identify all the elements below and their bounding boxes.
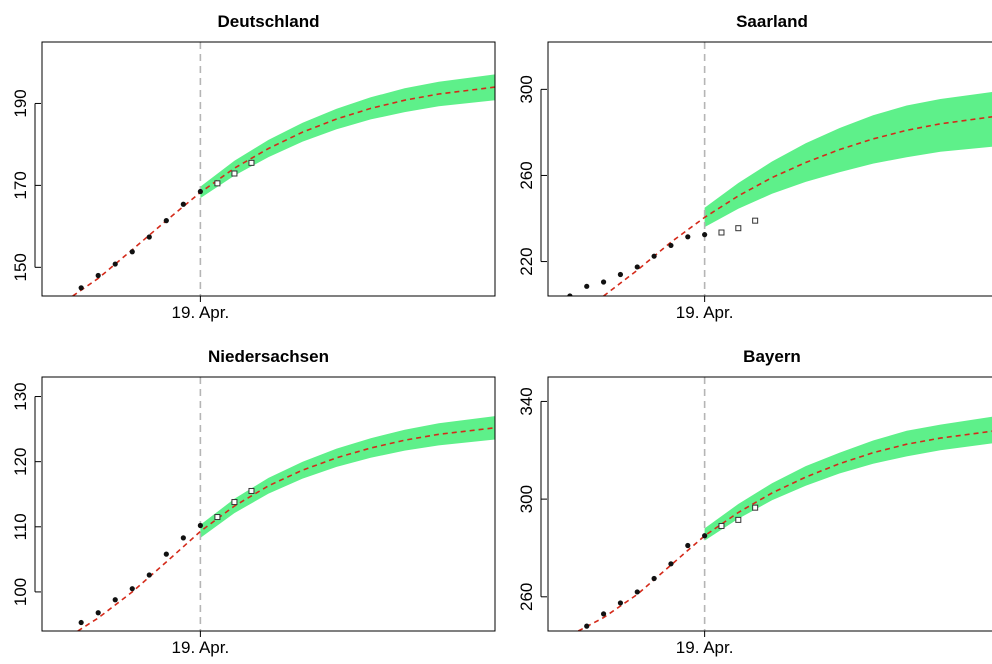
predicted-point	[214, 514, 221, 521]
panel-title: Deutschland	[217, 12, 319, 31]
observed-point	[668, 242, 674, 249]
y-tick-label: 190	[11, 89, 30, 117]
observed-point	[180, 201, 186, 207]
y-tick-label: 110	[11, 513, 30, 540]
observed-point	[651, 575, 657, 582]
prediction-band	[200, 416, 495, 538]
observed-point	[685, 234, 691, 240]
y-tick-label: 120	[11, 447, 30, 475]
observed-point	[600, 279, 607, 285]
y-tick-label: 300	[517, 485, 536, 513]
plot-frame	[547, 376, 992, 632]
observed-point	[702, 533, 708, 539]
observed-point	[600, 611, 607, 617]
predicted-point	[231, 499, 238, 506]
x-tick-label: 19. Apr.	[676, 638, 734, 657]
fit-curve	[72, 86, 495, 296]
panel-title: Saarland	[736, 12, 808, 31]
fit-curve	[77, 427, 495, 631]
observed-point	[584, 283, 590, 289]
predicted-point	[214, 180, 221, 187]
x-tick-label: 19. Apr.	[172, 303, 230, 322]
observed-point	[617, 600, 624, 606]
panel-bayern: Bayern 260 300 340 19. Apr.	[517, 347, 992, 657]
predicted-point	[718, 522, 725, 529]
panel-deutschland: Deutschland 150 170 190 19. Apr.	[11, 12, 496, 322]
predicted-point	[752, 217, 759, 224]
predicted-point	[248, 159, 255, 166]
x-tick-label: 19. Apr.	[676, 303, 734, 322]
predicted-point	[231, 170, 238, 177]
panel-title: Bayern	[743, 347, 801, 366]
predicted-point	[752, 504, 759, 511]
prediction-band	[704, 92, 992, 228]
observed-point	[651, 253, 657, 259]
y-tick-label: 100	[11, 578, 30, 606]
observed-point	[668, 561, 674, 567]
y-tick-label: 220	[517, 247, 536, 275]
x-tick-label: 19. Apr.	[172, 638, 230, 657]
fit-curve	[603, 116, 992, 296]
observed-point	[95, 272, 101, 279]
observed-point	[634, 264, 640, 270]
observed-point	[146, 234, 152, 240]
panel-niedersachsen: Niedersachsen 100 110 120 130 19. Apr.	[11, 347, 496, 657]
y-tick-label: 300	[517, 75, 536, 103]
y-tick-label: 260	[517, 161, 536, 189]
plot-area	[77, 377, 495, 631]
predicted-point	[718, 229, 725, 236]
plot-area	[72, 42, 495, 296]
observed-point	[78, 285, 84, 291]
observed-point	[163, 551, 169, 557]
plot-area	[577, 377, 992, 631]
y-tick-label: 340	[517, 387, 536, 415]
y-tick-label: 260	[517, 583, 536, 611]
fit-curve	[577, 430, 992, 631]
y-tick-label: 150	[11, 253, 30, 281]
observed-point	[702, 232, 708, 238]
observed-point	[197, 522, 203, 529]
prediction-band	[200, 74, 495, 199]
observed-point	[163, 218, 169, 224]
observed-point	[685, 542, 691, 549]
observed-point	[95, 610, 101, 616]
predicted-point	[735, 225, 742, 232]
observed-point	[112, 597, 118, 603]
observed-point	[78, 619, 84, 626]
observed-point	[584, 623, 590, 629]
predicted-point	[248, 487, 255, 494]
panel-saarland: Saarland 220 260 300 19. Apr.	[517, 12, 992, 322]
observed-point	[112, 261, 118, 267]
observed-point	[197, 188, 203, 195]
prediction-band	[704, 416, 992, 541]
plot-frame	[547, 41, 992, 297]
observed-point	[567, 293, 573, 296]
plot-frame	[41, 41, 496, 297]
observed-point	[634, 589, 640, 595]
panel-title: Niedersachsen	[208, 347, 329, 366]
y-tick-label: 130	[11, 382, 30, 410]
plot-frame	[41, 376, 496, 632]
observed-point	[180, 535, 186, 541]
observed-point	[146, 572, 152, 578]
observed-point	[129, 586, 135, 592]
observed-point	[129, 249, 135, 255]
observed-point	[617, 271, 624, 278]
plot-area	[567, 42, 992, 296]
predicted-point	[735, 516, 742, 523]
y-tick-label: 170	[11, 171, 30, 199]
